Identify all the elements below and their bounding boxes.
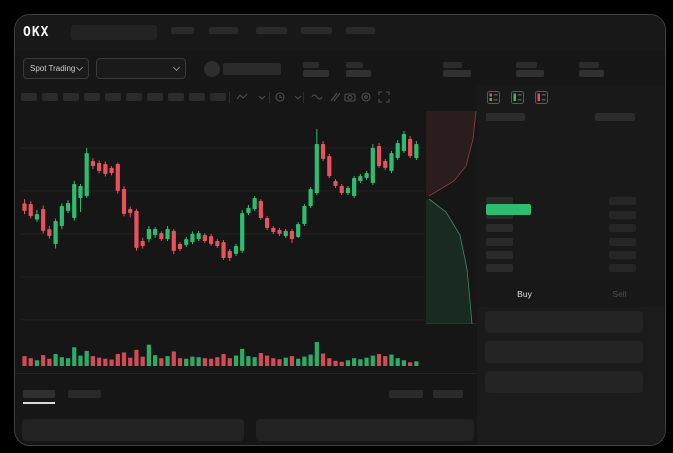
orderbook-price-header — [486, 113, 525, 121]
ticker-stat-label — [579, 62, 599, 68]
ask-price[interactable] — [486, 224, 513, 232]
ticker-stat-value — [516, 70, 544, 77]
nav-item[interactable] — [209, 27, 238, 34]
ask-amount[interactable] — [609, 224, 636, 232]
pair-name-placeholder — [223, 63, 281, 75]
pair-icon — [204, 61, 220, 77]
fullscreen-icon[interactable] — [378, 91, 390, 103]
bottom-tab[interactable] — [68, 390, 101, 398]
ticker-stat-value — [346, 70, 371, 77]
settings-circle-icon[interactable] — [360, 91, 372, 103]
ask-price[interactable] — [486, 238, 513, 246]
timeframe-button[interactable] — [63, 93, 79, 101]
top-nav-bar: OKX — [15, 15, 665, 51]
nav-item[interactable] — [171, 27, 194, 34]
okx-logo[interactable]: OKX — [23, 25, 50, 40]
timeframe-button[interactable] — [126, 93, 142, 101]
chevron-down-icon — [172, 63, 181, 71]
orderbook-asks-view-icon[interactable] — [535, 91, 548, 104]
timeframe-button[interactable] — [84, 93, 100, 101]
tab-sell[interactable]: Sell — [612, 289, 627, 299]
total-input[interactable] — [485, 371, 643, 393]
nav-item[interactable] — [301, 27, 332, 34]
orderbook-split-view-icon[interactable] — [487, 91, 500, 104]
nav-item[interactable] — [256, 27, 287, 34]
candlestick-chart[interactable] — [15, 109, 427, 371]
market-mode-selector[interactable]: Spot Trading — [23, 58, 89, 79]
camera-icon[interactable] — [344, 91, 356, 103]
timeframe-button[interactable] — [21, 93, 37, 101]
bottom-action[interactable] — [389, 390, 423, 398]
ask-amount[interactable] — [609, 197, 636, 205]
ask-price[interactable] — [486, 264, 513, 272]
ticker-stat-label — [303, 62, 319, 68]
orderbook-bids-view-icon[interactable] — [511, 91, 524, 104]
ticker-stat-label — [516, 62, 537, 68]
ticker-stat-value — [443, 70, 471, 77]
ticker-stat-value — [303, 70, 329, 77]
depth-chart[interactable] — [426, 110, 481, 325]
chart-style-icon[interactable] — [236, 91, 248, 103]
timeframe-button[interactable] — [147, 93, 163, 101]
ask-amount[interactable] — [609, 211, 636, 219]
drawing-ruler-icon[interactable] — [328, 91, 340, 103]
ask-price[interactable] — [486, 197, 513, 205]
ticker-stat-label — [346, 62, 363, 68]
amount-input[interactable] — [485, 341, 643, 363]
indicator-chevron-icon[interactable] — [292, 91, 304, 103]
order-panel: Buy Sell — [477, 85, 665, 445]
bottom-input-left[interactable] — [22, 419, 244, 441]
chart-style-chevron-icon[interactable] — [256, 91, 268, 103]
ask-price[interactable] — [486, 211, 513, 219]
orderbook-amount-header — [595, 113, 635, 121]
indicator-clock-icon[interactable] — [274, 91, 286, 103]
trade-tabs: Buy Sell — [477, 281, 665, 307]
price-input[interactable] — [485, 311, 643, 333]
timeframe-button[interactable] — [168, 93, 184, 101]
bottom-active-tab-indicator — [23, 402, 55, 404]
ask-amount[interactable] — [609, 238, 636, 246]
chevron-down-icon — [75, 63, 84, 71]
ask-amount[interactable] — [609, 264, 636, 272]
nav-item[interactable] — [346, 27, 375, 34]
ask-price[interactable] — [486, 251, 513, 259]
ask-amount[interactable] — [609, 251, 636, 259]
pair-select[interactable] — [96, 58, 186, 79]
timeframe-button[interactable] — [189, 93, 205, 101]
tab-buy[interactable]: Buy — [517, 289, 532, 299]
order-form — [477, 307, 665, 445]
ticker-stat-value — [579, 70, 604, 77]
line-wave-icon[interactable] — [311, 91, 323, 103]
bottom-action[interactable] — [433, 390, 463, 398]
bottom-input-right[interactable] — [256, 419, 474, 441]
bottom-tab-active[interactable] — [23, 390, 55, 398]
last-price-badge[interactable] — [486, 204, 531, 215]
ticker-stat-label — [443, 62, 462, 68]
search-box[interactable] — [71, 25, 157, 40]
timeframe-button[interactable] — [105, 93, 121, 101]
market-mode-label: Spot Trading — [30, 64, 76, 73]
timeframe-button[interactable] — [42, 93, 58, 101]
timeframe-button[interactable] — [210, 93, 226, 101]
app-window: OKX Spot Trading — [14, 14, 666, 446]
